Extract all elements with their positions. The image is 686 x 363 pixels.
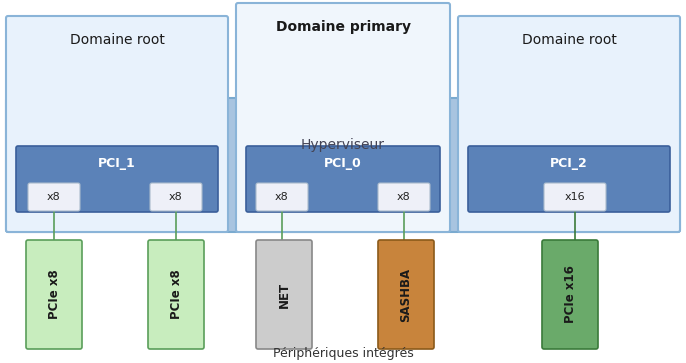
FancyBboxPatch shape (468, 146, 670, 212)
FancyBboxPatch shape (16, 146, 218, 212)
Text: x8: x8 (275, 192, 289, 202)
Text: PCI_2: PCI_2 (550, 158, 588, 171)
FancyBboxPatch shape (150, 183, 202, 211)
FancyBboxPatch shape (26, 240, 82, 349)
Text: PCIe x8: PCIe x8 (169, 270, 182, 319)
Text: PCI_0: PCI_0 (324, 158, 362, 171)
Text: x8: x8 (397, 192, 411, 202)
FancyBboxPatch shape (378, 240, 434, 349)
Text: NET: NET (278, 281, 290, 307)
FancyBboxPatch shape (378, 183, 430, 211)
Text: Domaine root: Domaine root (69, 33, 165, 47)
FancyBboxPatch shape (6, 98, 680, 232)
FancyBboxPatch shape (256, 240, 312, 349)
FancyBboxPatch shape (544, 183, 606, 211)
Text: PCIe x8: PCIe x8 (47, 270, 60, 319)
Text: PCIe x16: PCIe x16 (563, 266, 576, 323)
FancyBboxPatch shape (236, 3, 450, 232)
FancyBboxPatch shape (458, 16, 680, 232)
Text: x8: x8 (169, 192, 183, 202)
FancyBboxPatch shape (246, 146, 440, 212)
FancyBboxPatch shape (542, 240, 598, 349)
FancyBboxPatch shape (148, 240, 204, 349)
Text: x16: x16 (565, 192, 585, 202)
FancyBboxPatch shape (256, 183, 308, 211)
FancyBboxPatch shape (6, 16, 228, 232)
Text: Périphériques intégrés: Périphériques intégrés (272, 347, 414, 359)
Text: SASHBA: SASHBA (399, 268, 412, 322)
Text: Domaine primary: Domaine primary (276, 20, 410, 34)
Text: PCI_1: PCI_1 (98, 158, 136, 171)
Text: Hyperviseur: Hyperviseur (301, 138, 385, 152)
FancyBboxPatch shape (28, 183, 80, 211)
Text: x8: x8 (47, 192, 61, 202)
Text: Domaine root: Domaine root (521, 33, 617, 47)
